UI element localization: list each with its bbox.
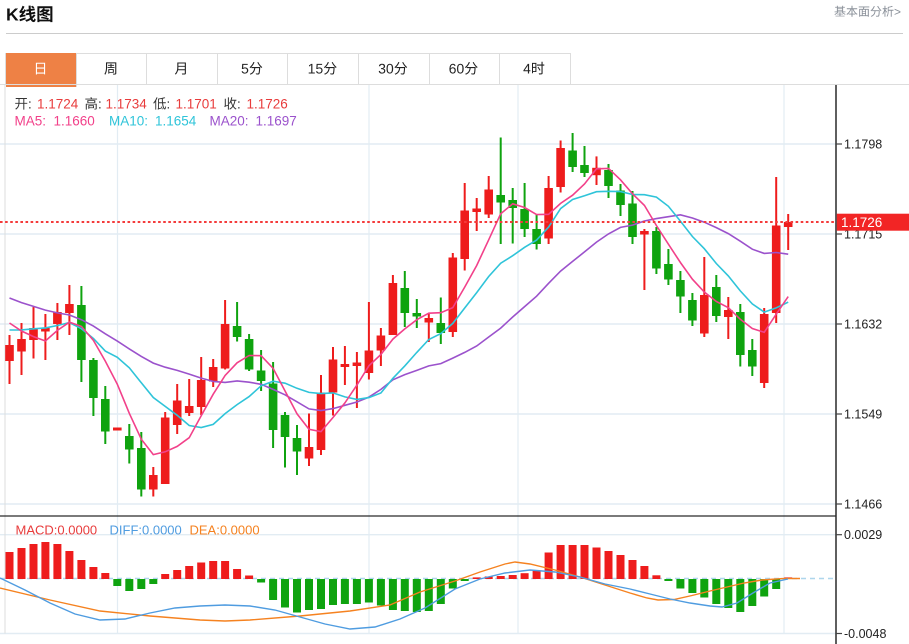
svg-text:MACD:0.0000: MACD:0.0000 (16, 523, 98, 538)
svg-text:DEA:0.0000: DEA:0.0000 (190, 523, 260, 538)
svg-text:MA5:: MA5: (15, 114, 47, 129)
svg-text:1.1466: 1.1466 (844, 497, 882, 511)
svg-text:-0.0048: -0.0048 (844, 627, 886, 641)
svg-text:1.1660: 1.1660 (54, 114, 95, 129)
svg-text:1.1697: 1.1697 (256, 114, 297, 129)
svg-text:1.1734: 1.1734 (106, 97, 148, 112)
svg-text:1.1549: 1.1549 (844, 407, 882, 421)
svg-text:1.1724: 1.1724 (37, 97, 79, 112)
svg-text:1.1726: 1.1726 (841, 215, 882, 230)
svg-text:MA10:: MA10: (109, 114, 148, 129)
svg-text:1.1715: 1.1715 (844, 227, 882, 241)
svg-text:1.1798: 1.1798 (844, 137, 882, 151)
svg-text:DIFF:0.0000: DIFF:0.0000 (110, 523, 182, 538)
svg-text:0.0029: 0.0029 (844, 528, 882, 542)
svg-text:MA20:: MA20: (210, 114, 249, 129)
svg-text:1.1632: 1.1632 (844, 317, 882, 331)
svg-text:1.1726: 1.1726 (247, 97, 288, 112)
svg-text:1.1701: 1.1701 (176, 97, 217, 112)
svg-text:1.1654: 1.1654 (155, 114, 197, 129)
